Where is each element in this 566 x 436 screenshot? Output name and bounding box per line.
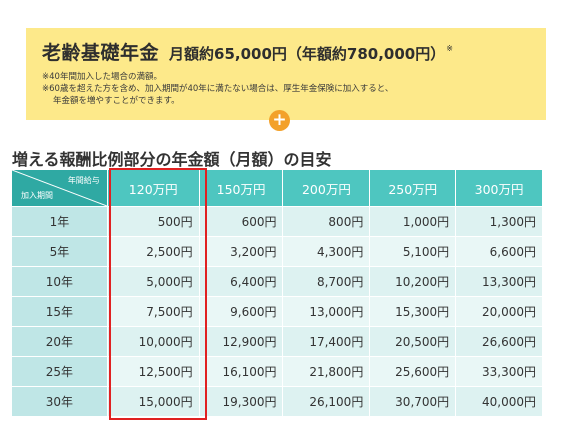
value-cell: 13,300円	[456, 267, 543, 296]
pension-table: 年間給与 加入期間 120万円 150万円 200万円 250万円 300万円 …	[12, 170, 543, 417]
table-row: 1年 500円 600円 800円 1,000円 1,300円	[12, 207, 543, 236]
period-cell: 20年	[12, 327, 107, 356]
value-cell: 5,100円	[370, 237, 456, 266]
diagonal-divider-icon	[12, 170, 107, 206]
value-cell: 33,300円	[456, 357, 543, 386]
basic-pension-amount: 月額約65,000円（年額約780,000円）	[169, 45, 446, 63]
column-header: 150万円	[199, 170, 283, 206]
basic-pension-title: 老齢基礎年金	[42, 42, 160, 64]
table-row: 30年 15,000円 19,300円 26,100円 30,700円 40,0…	[12, 387, 543, 416]
note-line: 年金額を増やすことができます。	[53, 96, 180, 106]
value-cell: 20,000円	[456, 297, 543, 326]
column-header: 200万円	[283, 170, 370, 206]
value-cell: 26,600円	[456, 327, 543, 356]
value-cell: 500円	[107, 207, 199, 236]
value-cell: 17,400円	[283, 327, 370, 356]
basic-pension-heading: 老齢基礎年金 月額約65,000円（年額約780,000円） ※	[42, 38, 534, 65]
value-cell: 40,000円	[456, 387, 543, 416]
value-cell: 1,300円	[456, 207, 543, 236]
value-cell: 26,100円	[283, 387, 370, 416]
period-cell: 1年	[12, 207, 107, 236]
table-row: 15年 7,500円 9,600円 13,000円 15,300円 20,000…	[12, 297, 543, 326]
value-cell: 6,600円	[456, 237, 543, 266]
value-cell: 5,000円	[107, 267, 199, 296]
table-corner-cell: 年間給与 加入期間	[12, 170, 107, 206]
value-cell: 12,900円	[199, 327, 283, 356]
value-cell: 600円	[199, 207, 283, 236]
value-cell: 15,300円	[370, 297, 456, 326]
table-row: 20年 10,000円 12,900円 17,400円 20,500円 26,6…	[12, 327, 543, 356]
value-cell: 8,700円	[283, 267, 370, 296]
corner-label-salary: 年間給与	[67, 176, 100, 185]
period-cell: 25年	[12, 357, 107, 386]
value-cell: 30,700円	[370, 387, 456, 416]
note-line: ※60歳を超えた方を含め、加入期間が40年に満たない場合は、厚生年金保険に加入す…	[42, 84, 394, 94]
column-header: 120万円	[107, 170, 199, 206]
value-cell: 7,500円	[107, 297, 199, 326]
value-cell: 4,300円	[283, 237, 370, 266]
value-cell: 21,800円	[283, 357, 370, 386]
value-cell: 800円	[283, 207, 370, 236]
value-cell: 10,200円	[370, 267, 456, 296]
value-cell: 2,500円	[107, 237, 199, 266]
footnote-mark: ※	[446, 44, 453, 53]
value-cell: 9,600円	[199, 297, 283, 326]
value-cell: 25,600円	[370, 357, 456, 386]
period-cell: 5年	[12, 237, 107, 266]
value-cell: 1,000円	[370, 207, 456, 236]
column-header: 300万円	[456, 170, 543, 206]
value-cell: 13,000円	[283, 297, 370, 326]
period-cell: 30年	[12, 387, 107, 416]
value-cell: 15,000円	[107, 387, 199, 416]
column-header: 250万円	[370, 170, 456, 206]
period-cell: 15年	[12, 297, 107, 326]
corner-label-period: 加入期間	[21, 191, 53, 200]
period-cell: 10年	[12, 267, 107, 296]
table-row: 25年 12,500円 16,100円 21,800円 25,600円 33,3…	[12, 357, 543, 386]
basic-pension-box: 老齢基礎年金 月額約65,000円（年額約780,000円） ※ ※40年間加入…	[26, 28, 546, 120]
value-cell: 19,300円	[199, 387, 283, 416]
table-row: 5年 2,500円 3,200円 4,300円 5,100円 6,600円	[12, 237, 543, 266]
table-row: 10年 5,000円 6,400円 8,700円 10,200円 13,300円	[12, 267, 543, 296]
section-title: 増える報酬比例部分の年金額（月額）の目安	[12, 150, 332, 169]
basic-pension-notes: ※40年間加入した場合の満額。 ※60歳を超えた方を含め、加入期間が40年に満た…	[42, 71, 534, 107]
value-cell: 10,000円	[107, 327, 199, 356]
plus-icon: +	[269, 110, 290, 131]
value-cell: 6,400円	[199, 267, 283, 296]
table-header-row: 年間給与 加入期間 120万円 150万円 200万円 250万円 300万円	[12, 170, 543, 206]
note-line: ※40年間加入した場合の満額。	[42, 72, 162, 82]
value-cell: 12,500円	[107, 357, 199, 386]
value-cell: 16,100円	[199, 357, 283, 386]
value-cell: 3,200円	[199, 237, 283, 266]
value-cell: 20,500円	[370, 327, 456, 356]
